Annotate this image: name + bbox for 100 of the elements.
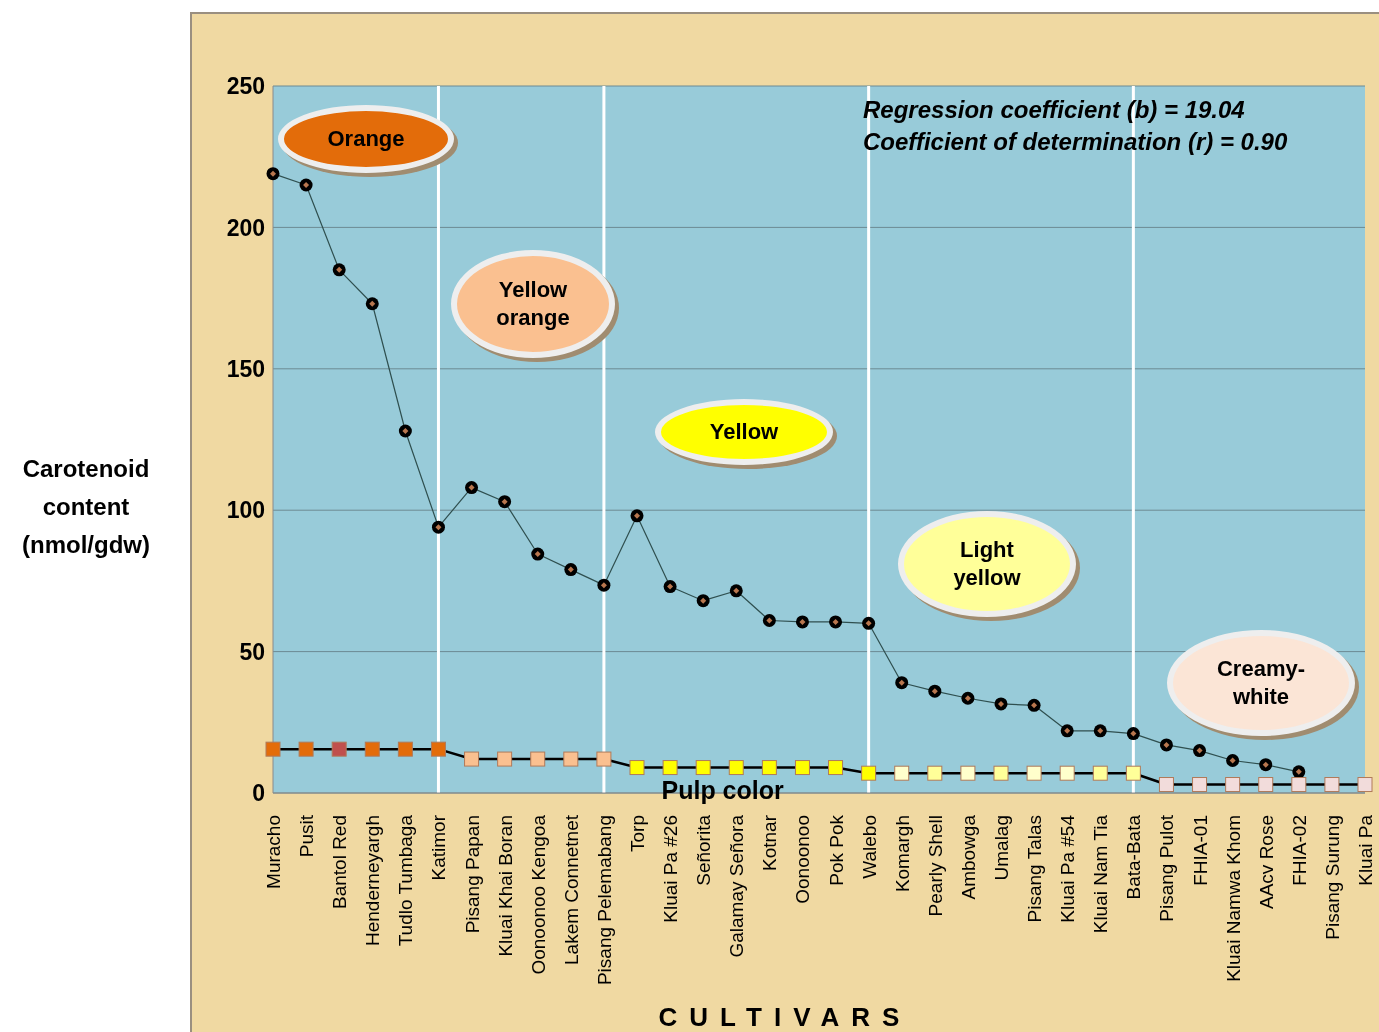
- point: [497, 751, 513, 767]
- point: [397, 741, 413, 757]
- x-tick-label: Ambowga: [957, 814, 979, 900]
- annotation: Coefficient of determination (r) = 0.90: [863, 128, 1288, 156]
- point: [597, 578, 611, 592]
- point: [531, 547, 545, 561]
- point: [498, 495, 512, 509]
- point: [960, 765, 976, 781]
- point: [266, 167, 280, 181]
- point: [1226, 753, 1240, 767]
- x-tick-label: Kluai Nam Tia: [1090, 814, 1112, 934]
- point: [729, 584, 743, 598]
- point: [1158, 777, 1174, 793]
- x-tick-label: Muracho: [263, 815, 284, 889]
- point: [794, 760, 810, 776]
- point: [1291, 777, 1307, 793]
- point: [564, 563, 578, 577]
- point: [1292, 765, 1306, 779]
- point: [894, 765, 910, 781]
- point: [728, 760, 744, 776]
- annotation: Yellow orange: [495, 276, 571, 332]
- point: [993, 765, 1009, 781]
- x-tick-label: Bata-Bata: [1123, 814, 1145, 900]
- x-tick-label: Kluai Namwa Khom: [1222, 815, 1244, 982]
- x-tick-label: FHIA-01: [1189, 815, 1211, 886]
- point: [695, 760, 711, 776]
- point: [1027, 698, 1041, 712]
- x-tick-label: Komargh: [891, 815, 913, 893]
- y-tick-label: 200: [226, 214, 265, 241]
- x-tick-label: Pusit: [296, 814, 318, 858]
- y-axis-title: Carotenoid content (nmol/gdw): [21, 454, 151, 560]
- x-tick-label: Umalag: [991, 815, 1012, 881]
- point: [430, 741, 446, 757]
- x-axis-title: CULTIVARS: [657, 1002, 913, 1032]
- x-tick-label: Lakem Connetnet: [560, 814, 582, 965]
- point: [663, 580, 677, 594]
- y-tick-label: 100: [226, 497, 265, 524]
- point: [1357, 777, 1373, 793]
- x-tick-label: Señorita: [693, 814, 715, 886]
- x-tick-label: Oonoonoo: [792, 815, 814, 904]
- point: [398, 424, 412, 438]
- point: [829, 615, 843, 629]
- x-tick-label: Pisang Pulot: [1156, 814, 1178, 922]
- x-tick-label: Galamay Señora: [726, 814, 748, 958]
- point: [994, 697, 1008, 711]
- point: [630, 509, 644, 523]
- x-tick-label: Pisang Papan: [461, 815, 483, 934]
- point: [861, 765, 877, 781]
- point: [1225, 777, 1241, 793]
- x-tick-label: Kluai Pa #54: [1057, 814, 1079, 923]
- point: [596, 751, 612, 767]
- x-tick-label: Pok Pok: [825, 814, 847, 886]
- point: [629, 760, 645, 776]
- point: [961, 691, 975, 705]
- x-tick-label: Walebo: [858, 815, 880, 879]
- point: [464, 751, 480, 767]
- point: [364, 741, 380, 757]
- x-tick-label: Pisang Talas: [1024, 815, 1046, 923]
- x-tick-label: AAcv Rose: [1255, 815, 1277, 909]
- point: [365, 297, 379, 311]
- x-tick-label: Tudlo Tumbaga: [395, 814, 417, 947]
- point: [828, 760, 844, 776]
- point: [331, 741, 347, 757]
- point: [530, 751, 546, 767]
- point: [298, 741, 314, 757]
- point: [1192, 777, 1208, 793]
- x-tick-label: Katimor: [428, 814, 450, 881]
- point: [696, 594, 710, 608]
- point: [1060, 724, 1074, 738]
- point: [1259, 758, 1273, 772]
- point: [299, 178, 313, 192]
- point: [761, 760, 777, 776]
- point: [795, 615, 809, 629]
- point: [431, 520, 445, 534]
- point: [1093, 724, 1107, 738]
- x-tick-label: Kotnar: [759, 814, 781, 871]
- point: [1324, 777, 1340, 793]
- point: [1258, 777, 1274, 793]
- x-tick-label: Pisang Surung: [1321, 815, 1343, 940]
- x-tick-label: Bantol Red: [329, 815, 351, 910]
- point: [1059, 765, 1075, 781]
- point: [332, 263, 346, 277]
- point: [762, 613, 776, 627]
- y-tick-label: 150: [226, 355, 265, 382]
- point: [265, 741, 281, 757]
- y-tick-label: 0: [252, 780, 265, 807]
- annotation: Light yellow: [952, 536, 1022, 592]
- annotation: Orange: [326, 125, 406, 153]
- point: [1026, 765, 1042, 781]
- x-tick-label: Kluai Pa: [1355, 814, 1376, 886]
- point: [563, 751, 579, 767]
- point: [927, 765, 943, 781]
- annotation: Yellow: [708, 418, 780, 446]
- x-tick-label: Kluai Khai Boran: [494, 815, 516, 957]
- annotation: Regression coefficient (b) = 19.04: [863, 96, 1245, 124]
- point: [862, 616, 876, 630]
- x-tick-label: Torp: [627, 815, 648, 852]
- point: [895, 676, 909, 690]
- point: [1125, 765, 1141, 781]
- y-tick-label: 250: [226, 73, 265, 100]
